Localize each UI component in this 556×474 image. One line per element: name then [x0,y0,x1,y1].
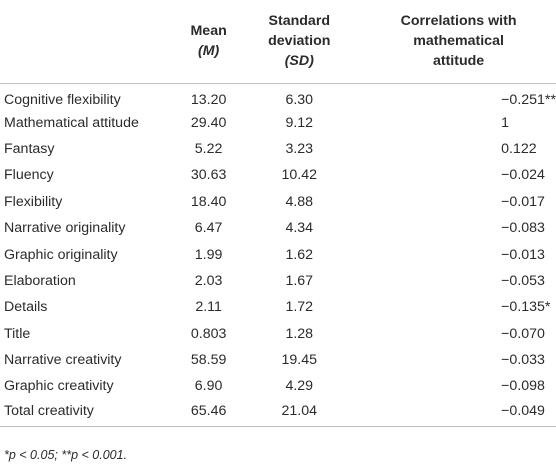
cell-variable: Graphic creativity [4,378,114,395]
header-corr-line2: mathematical [413,33,504,50]
cell-variable: Title [4,325,31,342]
table-row: Graphic originality 1.99 1.62 −0.013 [0,241,556,267]
cell-sd: 19.45 [281,352,318,369]
cell-correlation: −0.049 [361,399,556,427]
header-corr-line3: attitude [432,53,485,70]
table-header-row: Mean (M) Standard deviation (SD) Correla… [0,0,556,84]
table-row: Flexibility 18.40 4.88 −0.017 [0,189,556,215]
cell-variable: Cognitive flexibility [4,92,121,109]
table-row: Fluency 30.63 10.42 −0.024 [0,162,556,188]
cell-mean: 2.11 [195,299,222,316]
cell-sd: 6.30 [285,92,314,109]
table-row: Title 0.803 1.28 −0.070 [0,321,556,347]
table-row: Elaboration 2.03 1.67 −0.053 [0,268,556,294]
cell-correlation: −0.135* [501,299,551,316]
cell-mean: 1.99 [194,246,223,263]
cell-mean: 30.63 [190,167,227,184]
cell-correlation: 0.122 [501,140,537,157]
cell-variable: Narrative creativity [4,352,122,369]
cell-correlation: 1 [501,114,510,131]
cell-sd: 1.62 [285,246,314,263]
cell-mean: 13.20 [190,92,227,109]
cell-mean: 0.803 [190,325,227,342]
cell-mean: 5.22 [194,140,223,157]
cell-correlation: −0.013 [501,246,545,263]
header-sd-line2: deviation [268,33,331,50]
cell-variable: Graphic originality [4,246,118,263]
header-sd: Standard deviation (SD) [237,0,362,84]
header-corr-line1: Correlations with [400,13,517,30]
cell-sd: 21.04 [237,399,362,427]
cell-variable: Fluency [4,167,54,184]
table-row: Cognitive flexibility 13.20 6.30 −0.251** [0,83,556,109]
cell-sd: 3.23 [285,140,314,157]
header-sd-line1: Standard [268,13,331,30]
cell-mean: 58.59 [190,352,227,369]
cell-correlation: −0.033 [501,352,545,369]
cell-mean: 18.40 [190,193,227,210]
cell-mean: 29.40 [190,114,227,131]
cell-variable: Details [4,299,48,316]
cell-sd: 10.42 [281,167,318,184]
cell-sd: 4.29 [285,378,314,395]
cell-sd: 4.88 [285,193,314,210]
header-correlation: Correlations with mathematical attitude [361,0,556,84]
cell-correlation: −0.024 [501,167,545,184]
cell-mean: 2.03 [194,272,223,289]
table-row: Mathematical attitude 29.40 9.12 1 [0,109,556,135]
header-mean-line2: (M) [197,43,220,60]
cell-correlation: −0.098 [501,378,545,395]
table-row: Fantasy 5.22 3.23 0.122 [0,136,556,162]
cell-variable: Elaboration [4,272,76,289]
cell-sd: 9.12 [285,114,314,131]
table-body: Cognitive flexibility 13.20 6.30 −0.251** Ma… [0,83,556,427]
cell-variable: Fantasy [4,140,55,157]
cell-sd: 1.28 [285,325,314,342]
table-row: Narrative originality 6.47 4.34 −0.083 [0,215,556,241]
cell-variable: Flexibility [4,193,63,210]
header-variable [0,0,180,84]
table-footnote: *p < 0.05; **p < 0.001. [4,448,128,462]
cell-correlation: −0.017 [501,193,545,210]
table-row: Total creativity 65.46 21.04 −0.049 [0,399,556,427]
header-mean: Mean (M) [179,0,238,84]
cell-correlation: −0.070 [501,325,545,342]
header-sd-line3: (SD) [284,53,314,70]
header-mean-line1: Mean [190,23,227,40]
cell-variable: Total creativity [0,399,180,427]
cell-mean: 6.47 [194,220,223,237]
cell-sd: 1.72 [285,299,314,316]
cell-sd: 1.67 [285,272,314,289]
cell-correlation: −0.251** [501,92,556,109]
cell-correlation: −0.053 [501,272,545,289]
table-row: Narrative creativity 58.59 19.45 −0.033 [0,347,556,373]
cell-sd: 4.34 [285,220,314,237]
cell-mean: 6.90 [194,378,223,395]
table-row: Graphic creativity 6.90 4.29 −0.098 [0,373,556,399]
cell-mean: 65.46 [179,399,238,427]
statistics-table: Mean (M) Standard deviation (SD) Correla… [0,0,556,427]
cell-variable: Narrative originality [4,220,126,237]
cell-variable: Mathematical attitude [4,114,139,131]
cell-correlation: −0.083 [501,220,545,237]
table-row: Details 2.11 1.72 −0.135* [0,294,556,320]
